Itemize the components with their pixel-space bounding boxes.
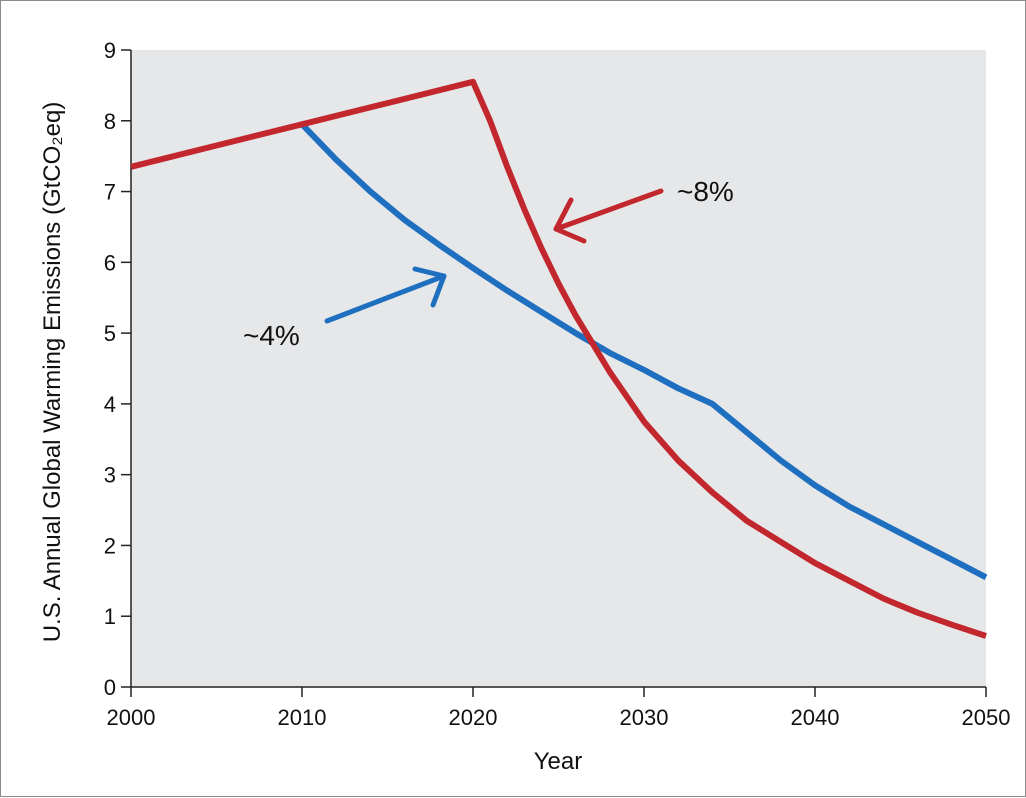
x-tick-label: 2040	[791, 705, 840, 730]
blue-annotation-arrow	[324, 266, 447, 324]
red-annotation-arrow	[553, 188, 664, 244]
y-tick-label: 6	[104, 250, 116, 275]
x-tick-label: 2020	[449, 705, 498, 730]
y-tick-label: 5	[104, 321, 116, 346]
x-tick-label: 2010	[278, 705, 327, 730]
y-tick-label: 0	[104, 675, 116, 700]
red-series-line	[130, 78, 987, 639]
blue-series-annotation: ~4%	[243, 320, 300, 351]
y-axis-ticks: 0 1 2 3 4 5 6 7 8 9	[104, 38, 131, 700]
red-series-annotation: ~8%	[677, 176, 734, 207]
series-layer	[130, 78, 988, 639]
y-tick-label: 9	[104, 38, 116, 63]
y-tick-label: 8	[104, 109, 116, 134]
x-axis-title: Year	[534, 748, 583, 775]
x-tick-label: 2050	[962, 705, 1011, 730]
blue-series-line	[299, 122, 988, 580]
y-tick-label: 2	[104, 533, 116, 558]
y-tick-label: 7	[104, 180, 116, 205]
plot-area	[131, 50, 986, 687]
y-tick-label: 4	[104, 392, 116, 417]
x-tick-label: 2030	[620, 705, 669, 730]
y-axis-title: U.S. Annual Global Warming Emissions (Gt…	[39, 102, 66, 643]
x-tick-label: 2000	[107, 705, 156, 730]
y-tick-label: 1	[104, 604, 116, 629]
x-axis-ticks: 2000 2010 2020 2030 2040 2050	[107, 687, 1011, 730]
y-tick-label: 3	[104, 463, 116, 488]
